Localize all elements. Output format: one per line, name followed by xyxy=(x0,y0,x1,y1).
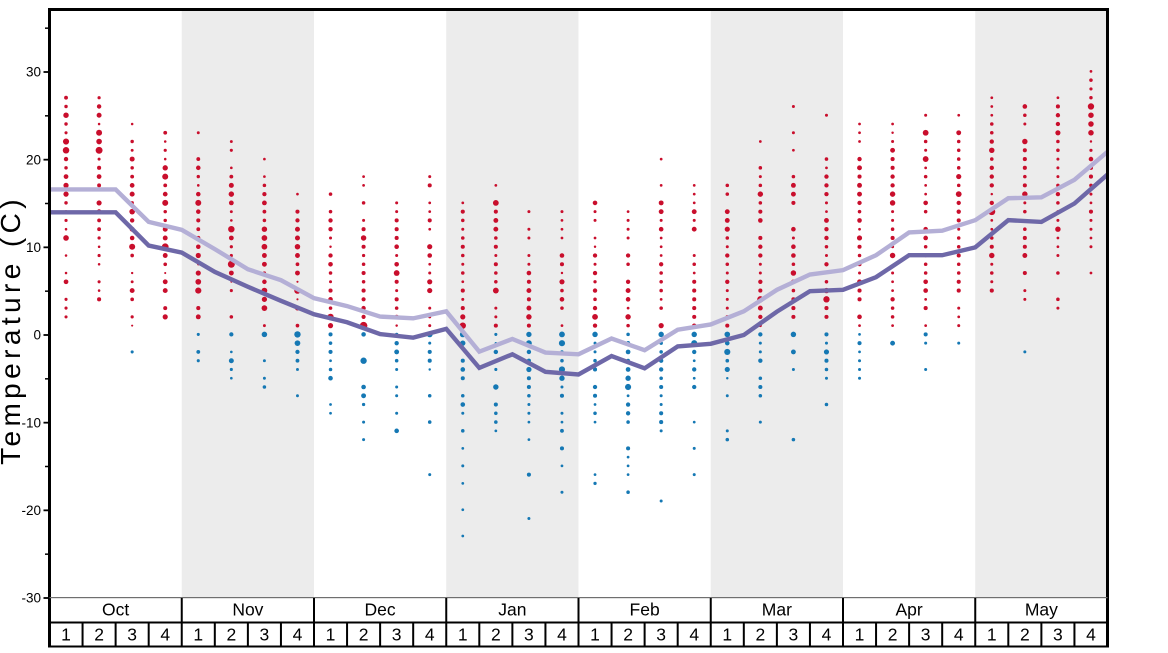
svg-text:1: 1 xyxy=(987,625,997,645)
svg-text:10: 10 xyxy=(26,240,41,255)
svg-text:3: 3 xyxy=(921,625,931,645)
svg-text:2: 2 xyxy=(491,625,501,645)
svg-text:Temperature (C): Temperature (C) xyxy=(0,195,26,465)
svg-text:3: 3 xyxy=(127,625,137,645)
svg-text:3: 3 xyxy=(260,625,270,645)
svg-text:1: 1 xyxy=(855,625,865,645)
svg-text:2: 2 xyxy=(94,625,104,645)
svg-text:2: 2 xyxy=(359,625,369,645)
svg-text:4: 4 xyxy=(954,625,964,645)
svg-text:-10: -10 xyxy=(21,415,41,430)
svg-text:2: 2 xyxy=(755,625,765,645)
svg-text:Mar: Mar xyxy=(762,600,792,620)
svg-text:Nov: Nov xyxy=(232,600,263,620)
svg-text:1: 1 xyxy=(193,625,203,645)
svg-text:1: 1 xyxy=(61,625,71,645)
svg-text:0: 0 xyxy=(33,328,41,343)
svg-text:2: 2 xyxy=(226,625,236,645)
svg-text:4: 4 xyxy=(557,625,567,645)
svg-text:1: 1 xyxy=(722,625,732,645)
svg-text:1: 1 xyxy=(458,625,468,645)
svg-text:1: 1 xyxy=(326,625,336,645)
svg-text:3: 3 xyxy=(392,625,402,645)
svg-text:Dec: Dec xyxy=(365,600,396,620)
svg-text:2: 2 xyxy=(1020,625,1030,645)
svg-text:3: 3 xyxy=(524,625,534,645)
svg-text:4: 4 xyxy=(425,625,435,645)
svg-text:Apr: Apr xyxy=(896,600,923,620)
svg-text:4: 4 xyxy=(689,625,699,645)
svg-text:-30: -30 xyxy=(21,591,41,606)
svg-text:Feb: Feb xyxy=(630,600,660,620)
svg-text:20: 20 xyxy=(26,152,41,167)
svg-text:4: 4 xyxy=(822,625,832,645)
svg-text:2: 2 xyxy=(888,625,898,645)
svg-text:4: 4 xyxy=(160,625,170,645)
svg-text:3: 3 xyxy=(789,625,799,645)
svg-text:3: 3 xyxy=(1053,625,1063,645)
svg-text:4: 4 xyxy=(1086,625,1096,645)
svg-text:Oct: Oct xyxy=(102,600,129,620)
svg-text:Jan: Jan xyxy=(498,600,526,620)
svg-text:4: 4 xyxy=(293,625,303,645)
svg-text:1: 1 xyxy=(590,625,600,645)
svg-text:3: 3 xyxy=(656,625,666,645)
svg-text:-20: -20 xyxy=(21,503,41,518)
svg-text:30: 30 xyxy=(26,65,41,80)
svg-text:May: May xyxy=(1025,600,1058,620)
svg-text:2: 2 xyxy=(623,625,633,645)
